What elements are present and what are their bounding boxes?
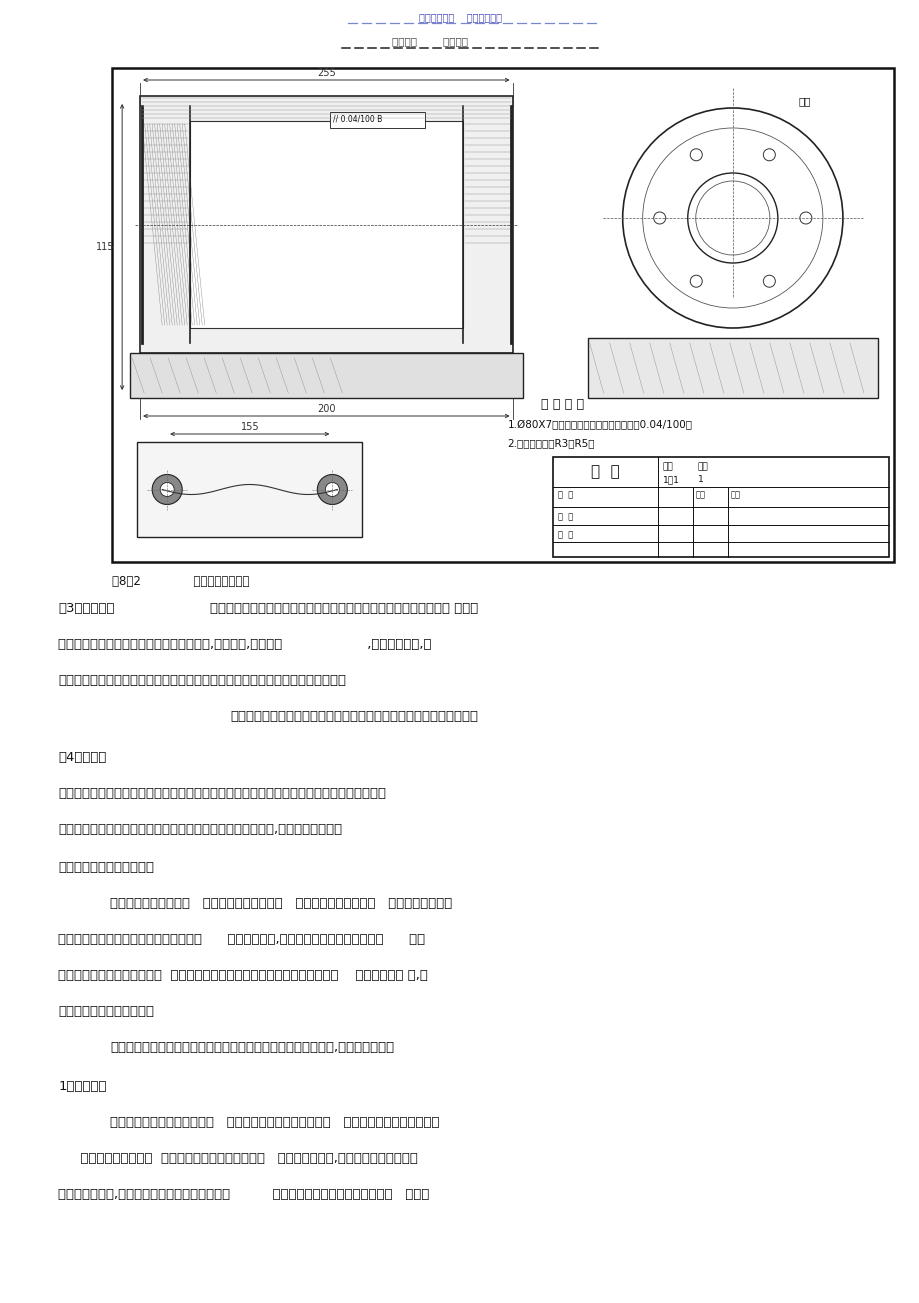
Text: 技 术 要 求: 技 术 要 求 [540, 397, 584, 410]
Bar [190, 121, 462, 328]
Text: 1.Ø80X7轴线对底面的平行度误差不大于0.04/100。: 1.Ø80X7轴线对底面的平行度误差不大于0.04/100。 [507, 420, 692, 430]
Circle shape [325, 482, 339, 496]
Text: （3）技术要求: （3）技术要求 [58, 602, 115, 615]
Text: 制  图: 制 图 [557, 490, 573, 499]
Text: 确定一组正确的表达方案；: 确定一组正确的表达方案； [58, 1005, 153, 1018]
Text: 法；由于零件的结构外形是多种多样的，      所以在画图前,应对零件进行结构外形分析，      结合: 法；由于零件的结构外形是多种多样的， 所以在画图前,应对零件进行结构外形分析， … [58, 933, 425, 946]
Text: 200: 200 [317, 404, 335, 414]
Text: 题栏应配置在图框的右下角；它一般由更换区、签字区、其它区、名称: 题栏应配置在图框的右下角；它一般由更换区、签字区、其它区、名称 [230, 710, 478, 723]
Text: （4）标题栏: （4）标题栏 [58, 751, 107, 764]
Bar [587, 337, 877, 397]
Text: 座  体: 座 体 [590, 464, 618, 480]
Text: 在技术指标上应达到的要求；如表面粗糙度,尺寸公差,形位公差                    ,材料和热处理,检: 在技术指标上应达到的要求；如表面粗糙度,尺寸公差,形位公差 ,材料和热处理,检 [58, 638, 431, 652]
Text: 零件的工作位置和加工位置，  挑选最能反映零件外形特点的视图作为主视图，    并选好其它视 图,以: 零件的工作位置和加工位置， 挑选最能反映零件外形特点的视图作为主视图， 并选好其… [58, 969, 427, 982]
Bar [130, 353, 522, 397]
Text: 置或加工位置不同，  视图挑选也往往不同；因此，   在挑选视图之前,应第一对零件进行形体: 置或加工位置不同， 视图挑选也往往不同；因此， 在挑选视图之前,应第一对零件进行… [72, 1152, 417, 1165]
Text: 155: 155 [240, 422, 259, 433]
Bar [552, 457, 888, 556]
Text: 115: 115 [96, 242, 114, 251]
Text: 图8－2              铣刀头座体零件图: 图8－2 铣刀头座体零件图 [112, 575, 249, 588]
Text: 255: 255 [317, 68, 335, 78]
Circle shape [160, 482, 174, 496]
Text: 2.未注铸圆过角R3～R5。: 2.未注铸圆过角R3～R5。 [507, 438, 595, 448]
Text: 零件分析是熟识零件的过程，   是确定零件表达方案的前提；   零件的结构外形及其工作位: 零件分析是熟识零件的过程， 是确定零件表达方案的前提； 零件的结构外形及其工作位 [110, 1115, 439, 1128]
Text: 零件的表达方案挑选，   应第一考虑看图便利；   依据零件的结构特点，   选用适当的表示方: 零件的表达方案挑选， 应第一考虑看图便利； 依据零件的结构特点， 选用适当的表示… [110, 896, 452, 909]
Bar [112, 68, 893, 562]
Text: 1、零件分析: 1、零件分析 [58, 1080, 107, 1093]
Text: 核、批准者的姓名、日期等；标题栏的尺寸和格式已经标准化,可参见有关标准；: 核、批准者的姓名、日期等；标题栏的尺寸和格式已经标准化,可参见有关标准； [58, 823, 342, 837]
Bar [330, 112, 425, 128]
Bar [140, 96, 512, 353]
Text: 1: 1 [697, 476, 703, 483]
Text: 验方法以及其它特别要求等；技术要求的文字一般注写在标题栏上方图纸空白处；: 验方法以及其它特别要求等；技术要求的文字一般注写在标题栏上方图纸空白处； [58, 674, 346, 687]
Text: 分析和结构分析,并明白零件的工作和加工情形，          以便准确地表达零件的结构外形，   反映零: 分析和结构分析,并明白零件的工作和加工情形， 以便准确地表达零件的结构外形， 反… [58, 1188, 429, 1201]
Text: （三）零件表达方案的挑选: （三）零件表达方案的挑选 [58, 861, 153, 874]
Text: 质量: 质量 [695, 490, 705, 499]
Text: 1：1: 1：1 [662, 476, 679, 483]
Text: // 0.04/100 B: // 0.04/100 B [333, 113, 382, 122]
Text: 描  图: 描 图 [557, 512, 573, 521]
Text: 比例: 比例 [662, 463, 673, 470]
Text: 零件图中必需用规定的代号、数字、字母和文字注解说明制造和检验 零件时: 零件图中必需用规定的代号、数字、字母和文字注解说明制造和检验 零件时 [210, 602, 478, 615]
Circle shape [152, 474, 182, 504]
Text: 件数: 件数 [697, 463, 708, 470]
Text: 以及代号区组成；填写的内容主要有零件的名称、材料、数量、比例、图样代号以及设计、审: 以及代号区组成；填写的内容主要有零件的名称、材料、数量、比例、图样代号以及设计、… [58, 787, 386, 800]
Circle shape [317, 474, 347, 504]
Text: 挑选表达方案的原就是：在完整、清晰地表示零件外形的前提下,力求制图简便；: 挑选表达方案的原就是：在完整、清晰地表示零件外形的前提下,力求制图简便； [110, 1041, 394, 1054]
Text: 名师网络总线    精品学习资料: 名师网络总线 精品学习资料 [418, 12, 502, 22]
Text: 学习必备        欢迎下载: 学习必备 欢迎下载 [392, 36, 468, 46]
Text: 审  核: 审 核 [557, 530, 573, 539]
Bar [137, 442, 362, 537]
Text: 其余: 其余 [798, 96, 811, 106]
Text: 材料: 材料 [730, 490, 740, 499]
